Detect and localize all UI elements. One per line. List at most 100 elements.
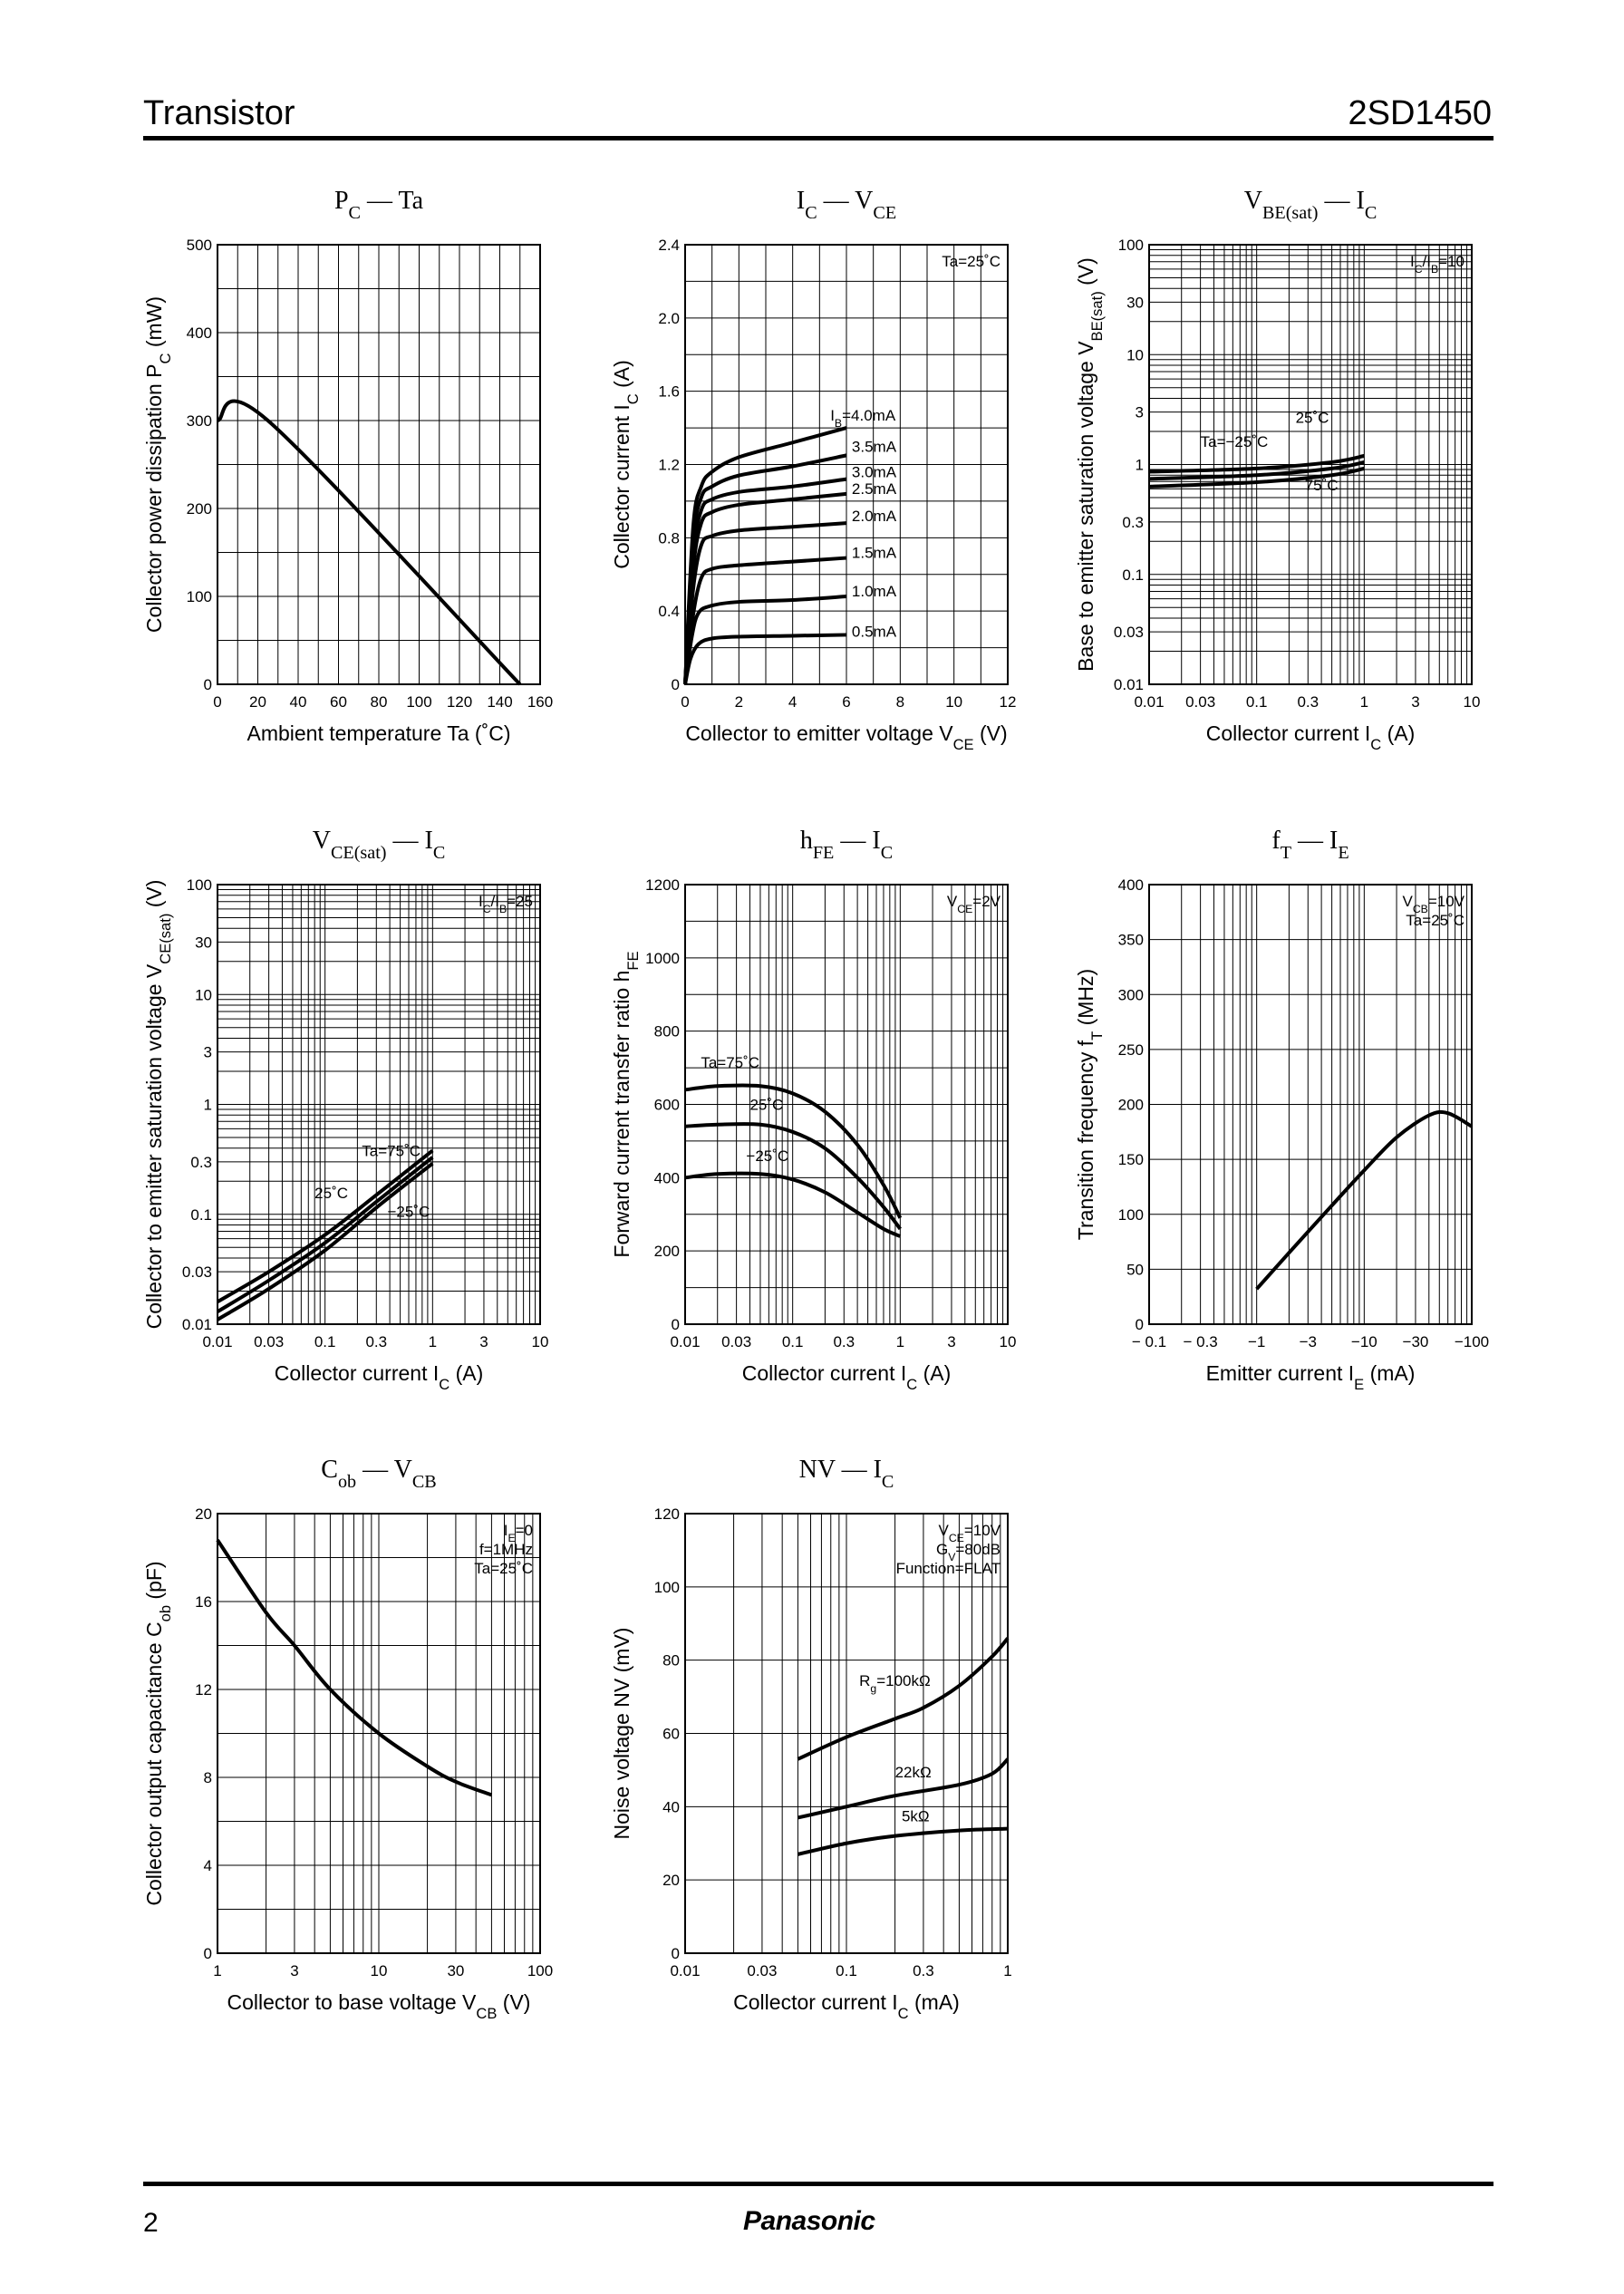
curve-label: 3.0mA — [852, 464, 897, 481]
y-tick-label: 100 — [654, 1579, 680, 1596]
y-tick-label: 120 — [654, 1505, 680, 1523]
x-tick-label: 2 — [735, 693, 743, 711]
y-tick-label: 2.4 — [658, 237, 680, 254]
y-axis-label: Base to emitter saturation voltage VBE(s… — [1074, 257, 1106, 672]
curve-label: 1.5mA — [852, 545, 897, 562]
chart-title: Cob — VCB — [321, 1456, 436, 1492]
x-tick-label: 10 — [945, 693, 962, 711]
x-tick-label: 80 — [371, 693, 388, 711]
curve-label: 5kΩ — [902, 1808, 930, 1825]
x-tick-label: 10 — [532, 1333, 549, 1350]
x-tick-label: 0.03 — [1185, 693, 1215, 711]
x-tick-label: 1 — [896, 1333, 904, 1350]
plot-frame — [217, 884, 541, 1325]
y-tick-label: 400 — [654, 1169, 680, 1186]
x-tick-label: 0.01 — [202, 1333, 232, 1350]
chart-note: VCE=10V — [938, 1522, 1000, 1544]
y-tick-label: 2.0 — [658, 310, 680, 327]
x-tick-label: 0.1 — [782, 1333, 804, 1350]
series-line-Ta-75-C — [216, 1148, 434, 1303]
series-line-25-C — [216, 1156, 434, 1313]
chart-note: IE=0 — [504, 1522, 533, 1544]
series-line-IB-0.5mA — [683, 633, 847, 685]
chart-note: VCE=2V — [947, 893, 1001, 915]
y-tick-label: 100 — [1118, 237, 1144, 254]
header-title: Transistor — [143, 94, 295, 132]
y-tick-label: 30 — [1126, 294, 1144, 311]
brand-logo: Panasonic — [743, 2206, 875, 2236]
curve-label: 22kΩ — [895, 1764, 932, 1781]
y-axis-label: Transition frequency fT (MHz) — [1074, 969, 1106, 1240]
curve-label: −25˚C — [746, 1147, 788, 1165]
chart-note: IC/IB=25 — [478, 893, 533, 915]
chart-note: Ta=25˚C — [474, 1560, 533, 1577]
series-line-IB-4.0mA — [683, 426, 847, 685]
x-tick-label: 0.03 — [254, 1333, 284, 1350]
curve-label: 3.5mA — [852, 438, 897, 455]
y-tick-label: 100 — [187, 588, 212, 605]
curve-label: 25˚C — [1296, 409, 1329, 426]
header-rule — [143, 136, 1494, 140]
chart-note: Ta=25˚C — [1406, 912, 1464, 929]
y-tick-label: 10 — [1126, 346, 1144, 363]
y-tick-label: 3 — [204, 1044, 212, 1061]
curve-label: Ta=75˚C — [701, 1054, 759, 1071]
chart-note: VCB=10V — [1402, 893, 1464, 915]
y-tick-label: 0.1 — [190, 1206, 212, 1224]
x-tick-label: 1 — [1003, 1962, 1011, 1979]
y-tick-label: 0.4 — [658, 603, 680, 620]
curve-label: IB=4.0mA — [830, 407, 896, 430]
plot-frame — [684, 1513, 1009, 1954]
chart-note: Function=FLAT — [896, 1560, 1000, 1577]
x-tick-label: 0 — [213, 693, 221, 711]
series-line-Rg-100k- — [797, 1637, 1010, 1761]
chart-note: IC/IB=10 — [1410, 253, 1464, 276]
y-tick-label: 1 — [1136, 457, 1144, 474]
chart-note: Ta=25˚C — [942, 253, 1000, 270]
curve-label: 0.5mA — [852, 623, 897, 640]
x-tick-label: − 0.1 — [1132, 1333, 1166, 1350]
x-tick-label: 0.01 — [670, 1333, 700, 1350]
x-tick-label: 0.1 — [314, 1333, 336, 1350]
x-tick-label: −30 — [1403, 1333, 1429, 1350]
series-line-25-C — [684, 1122, 902, 1231]
plot-frame — [217, 244, 541, 685]
plot-frame — [1148, 884, 1473, 1325]
chart-title: fT — IE — [1271, 827, 1348, 863]
y-tick-label: 150 — [1118, 1151, 1144, 1168]
y-tick-label: 3 — [1136, 404, 1144, 421]
series-line-fT — [1255, 1109, 1474, 1291]
x-tick-label: −1 — [1248, 1333, 1265, 1350]
y-tick-label: 300 — [1118, 986, 1144, 1003]
x-axis-label: Collector to emitter voltage VCE (V) — [685, 721, 1007, 753]
x-tick-label: 140 — [487, 693, 512, 711]
plot-frame — [684, 244, 1009, 685]
y-tick-label: 250 — [1118, 1041, 1144, 1059]
curve-label: −25˚C — [387, 1203, 430, 1220]
x-tick-label: 3 — [479, 1333, 488, 1350]
y-tick-label: 600 — [654, 1097, 680, 1114]
x-axis-label: Collector current IC (mA) — [733, 1990, 960, 2022]
y-tick-label: 0 — [1136, 1316, 1144, 1333]
x-tick-label: 0 — [681, 693, 689, 711]
x-tick-label: 1 — [429, 1333, 437, 1350]
plot-frame — [217, 1513, 541, 1954]
chart-title: PC — Ta — [334, 187, 424, 223]
page-number: 2 — [143, 2208, 159, 2238]
x-tick-label: 0.03 — [721, 1333, 751, 1350]
y-axis-label: Collector power dissipation PC (mW) — [142, 296, 174, 633]
y-tick-label: 0.03 — [182, 1263, 212, 1281]
y-tick-label: 12 — [195, 1681, 212, 1699]
series-line-25-C — [1148, 460, 1365, 481]
y-tick-label: 0.8 — [658, 529, 680, 547]
series-line-Cob — [216, 1538, 493, 1797]
x-tick-label: 0.01 — [670, 1962, 700, 1979]
y-tick-label: 0 — [672, 676, 680, 693]
y-tick-label: 200 — [187, 500, 212, 518]
curve-label: Ta=−25˚C — [1201, 433, 1269, 450]
y-tick-label: 1000 — [645, 950, 680, 967]
series-line-Ta-75-C — [684, 1083, 903, 1219]
y-tick-label: 60 — [662, 1726, 680, 1743]
x-tick-label: 30 — [447, 1962, 464, 1979]
